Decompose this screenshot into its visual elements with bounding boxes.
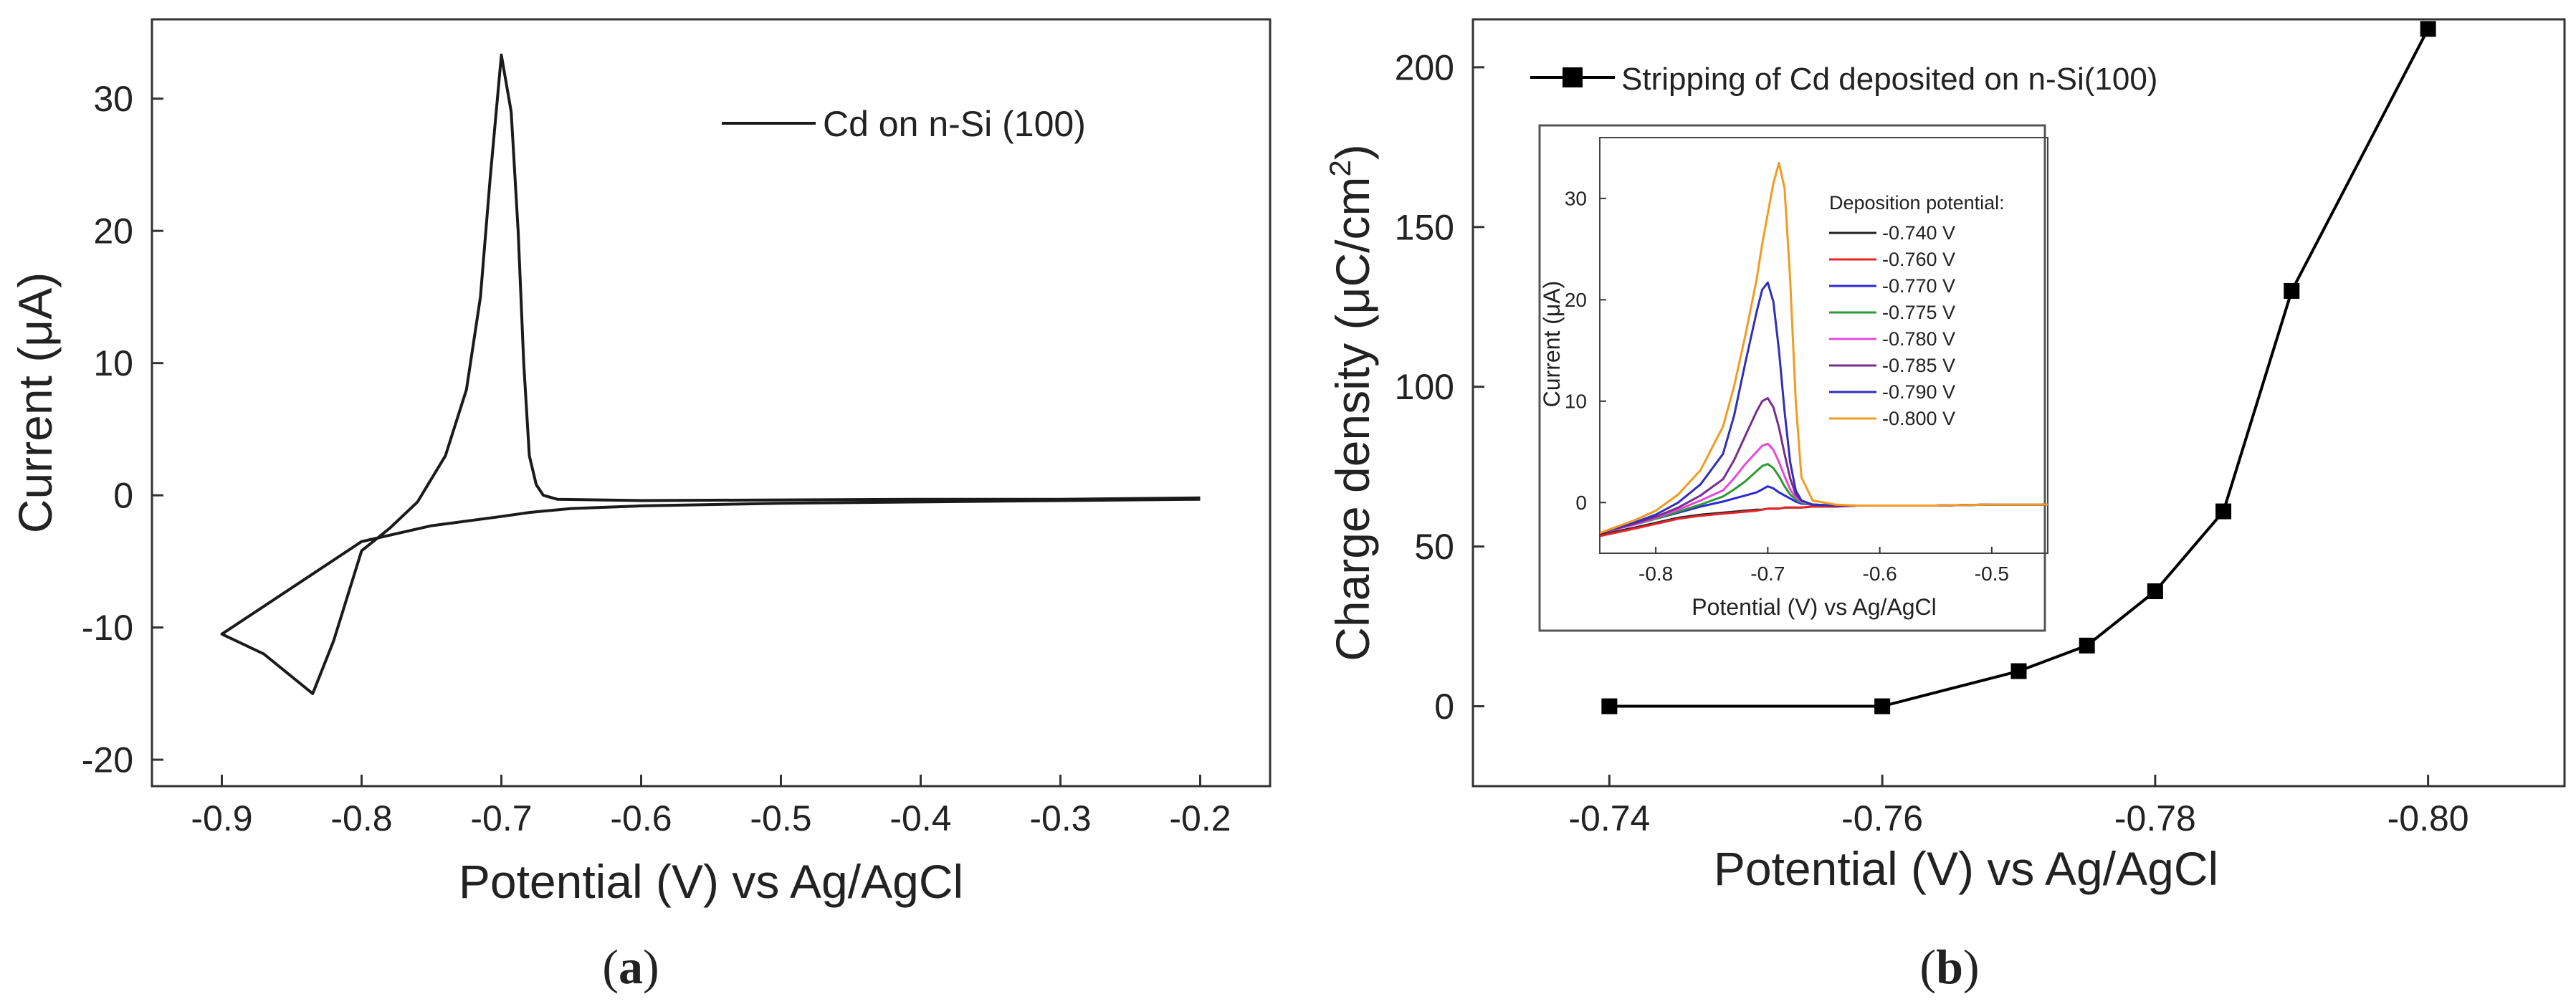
inset-legend: Deposition potential: -0.740 V -0.760 V -0… <box>1829 192 2005 429</box>
panel-a-x-tick-label: -0.2 <box>1169 798 1231 838</box>
panel-a-x-axis-label: Potential (V) vs Ag/AgCl <box>459 855 963 908</box>
inset-x-ticks: -0.8 -0.7 -0.6 -0.5 <box>1638 547 2009 585</box>
inset-x-axis-label: Potential (V) vs Ag/AgCl <box>1692 594 1936 620</box>
inset-x-tick-label: -0.5 <box>1975 563 2009 585</box>
panel-a-y-tick-label: -10 <box>82 608 133 648</box>
inset-legend-label: -0.770 V <box>1882 275 1955 297</box>
panel-a-label-close: ) <box>643 940 659 994</box>
panel-b-data-point <box>2079 637 2095 654</box>
inset-legend-title: Deposition potential: <box>1829 192 2005 214</box>
panel-a-y-tick-label: -20 <box>82 740 133 780</box>
panel-b-label-close: ) <box>1963 940 1980 994</box>
inset-x-tick-label: -0.7 <box>1750 563 1785 585</box>
panel-a-series-line <box>220 53 1201 695</box>
panel-a-x-ticks: -0.9 -0.8 -0.7 -0.6 -0.5 -0.4 -0.3 -0.2 <box>191 775 1231 838</box>
panel-b-x-ticks: -0.74 -0.76 -0.78 -0.80 <box>1568 775 2469 838</box>
panel-b-data-point <box>2420 21 2436 37</box>
panel-a-label-open: ( <box>602 940 619 994</box>
panel-a-x-tick-label: -0.8 <box>330 798 392 838</box>
panel-a-chart: -0.9 -0.8 -0.7 -0.6 -0.5 -0.4 -0.3 -0.2 -20 -10 0… <box>9 18 1272 994</box>
inset-y-ticks: 0 10 20 30 <box>1565 188 1606 514</box>
panel-b-x-axis-label: Potential (V) vs Ag/AgCl <box>1714 842 2218 895</box>
inset-x-tick-label: -0.8 <box>1638 563 1673 585</box>
panel-b-series-group <box>1601 21 2436 714</box>
inset-x-tick-label: -0.6 <box>1863 563 1897 585</box>
panel-b-data-point <box>1601 698 1618 714</box>
panel-b-plot-frame <box>1471 18 2566 788</box>
panel-b-data-point <box>2010 663 2027 679</box>
inset-legend-label: -0.760 V <box>1882 249 1955 270</box>
panel-b-data-point <box>2215 503 2232 520</box>
inset-legend-label: -0.785 V <box>1882 355 1955 376</box>
panel-b-label: (b) <box>1919 940 1979 994</box>
panel-b-data-point <box>1874 698 1891 714</box>
inset-y-tick-label: 20 <box>1565 289 1587 311</box>
panel-b-inset-chart: -0.8 -0.7 -0.6 -0.5 0 10 20 30 Deposition pote… <box>1538 124 2048 632</box>
panel-b-series-line <box>1609 28 2430 708</box>
inset-y-axis-label: Current (μA) <box>1539 281 1565 408</box>
panel-b-data-point <box>2284 282 2300 299</box>
panel-a-legend-label: Cd on n-Si (100) <box>823 104 1086 144</box>
panel-b-legend-label: Stripping of Cd deposited on n-Si(100) <box>1621 62 2157 97</box>
panel-b-y-tick-label: 0 <box>1434 687 1454 727</box>
panel-a-y-tick-label: 0 <box>113 476 133 516</box>
panel-b-y-axis-label-close: ) <box>1326 144 1379 160</box>
panel-a-x-tick-label: -0.4 <box>889 798 951 838</box>
inset-outer-frame <box>1538 124 2046 632</box>
panel-a-x-tick-label: -0.7 <box>470 798 532 838</box>
inset-legend-label: -0.800 V <box>1882 408 1955 429</box>
panel-b-x-tick-label: -0.78 <box>2114 798 2196 838</box>
inset-y-tick-label: 0 <box>1575 492 1587 514</box>
panel-a-x-tick-label: -0.9 <box>191 798 252 838</box>
panel-b-legend-marker <box>1563 67 1583 87</box>
inset-legend-label: -0.740 V <box>1882 222 1955 244</box>
inset-legend-label: -0.775 V <box>1882 302 1955 323</box>
inset-plot-frame <box>1599 137 2048 554</box>
panel-a-y-ticks: -20 -10 0 10 20 30 <box>82 79 163 780</box>
panel-a-y-tick-label: 10 <box>93 343 133 383</box>
panel-b-label-open: ( <box>1919 940 1936 994</box>
inset-y-tick-label: 10 <box>1565 391 1587 413</box>
panel-b-y-axis-label-main: Charge density (μC/cm <box>1326 177 1379 661</box>
panel-b-y-tick-label: 150 <box>1395 207 1454 247</box>
panel-a-x-tick-label: -0.3 <box>1029 798 1091 838</box>
panel-a-x-tick-label: -0.5 <box>750 798 811 838</box>
panel-b-y-tick-label: 200 <box>1395 47 1454 87</box>
panel-b-y-axis-label-sup: 2 <box>1323 160 1357 176</box>
panel-b-x-tick-label: -0.80 <box>2387 798 2469 838</box>
panel-b-label-letter: b <box>1936 940 1963 994</box>
inset-y-tick-label: 30 <box>1565 188 1587 210</box>
panel-b-y-axis-label: Charge density (μC/cm2) <box>1323 144 1379 661</box>
panel-a-label: (a) <box>602 940 659 994</box>
panel-a-label-letter: a <box>619 940 643 994</box>
panel-a-y-axis-label: Current (μA) <box>9 272 62 533</box>
panel-b-legend: Stripping of Cd deposited on n-Si(100) <box>1530 62 2157 97</box>
panel-a-x-tick-label: -0.6 <box>610 798 672 838</box>
panel-b-x-tick-label: -0.76 <box>1841 798 1923 838</box>
inset-legend-label: -0.780 V <box>1882 328 1955 350</box>
panel-a-y-tick-label: 20 <box>93 211 133 252</box>
panel-b-y-tick-label: 100 <box>1395 367 1454 407</box>
panel-a-plot-frame <box>151 18 1272 788</box>
panel-a-y-tick-label: 30 <box>93 79 133 119</box>
panel-b-data-point <box>2147 583 2163 600</box>
panel-a-series-group <box>220 53 1201 695</box>
panel-a-legend: Cd on n-Si (100) <box>722 104 1086 144</box>
panel-b-y-tick-label: 50 <box>1414 527 1454 567</box>
inset-series-group <box>1599 161 2048 537</box>
inset-legend-label: -0.790 V <box>1882 381 1955 403</box>
panel-b-y-ticks: 0 50 100 150 200 <box>1395 47 1484 727</box>
inset-series-line <box>1599 161 2048 535</box>
panel-b-x-tick-label: -0.74 <box>1568 798 1650 838</box>
